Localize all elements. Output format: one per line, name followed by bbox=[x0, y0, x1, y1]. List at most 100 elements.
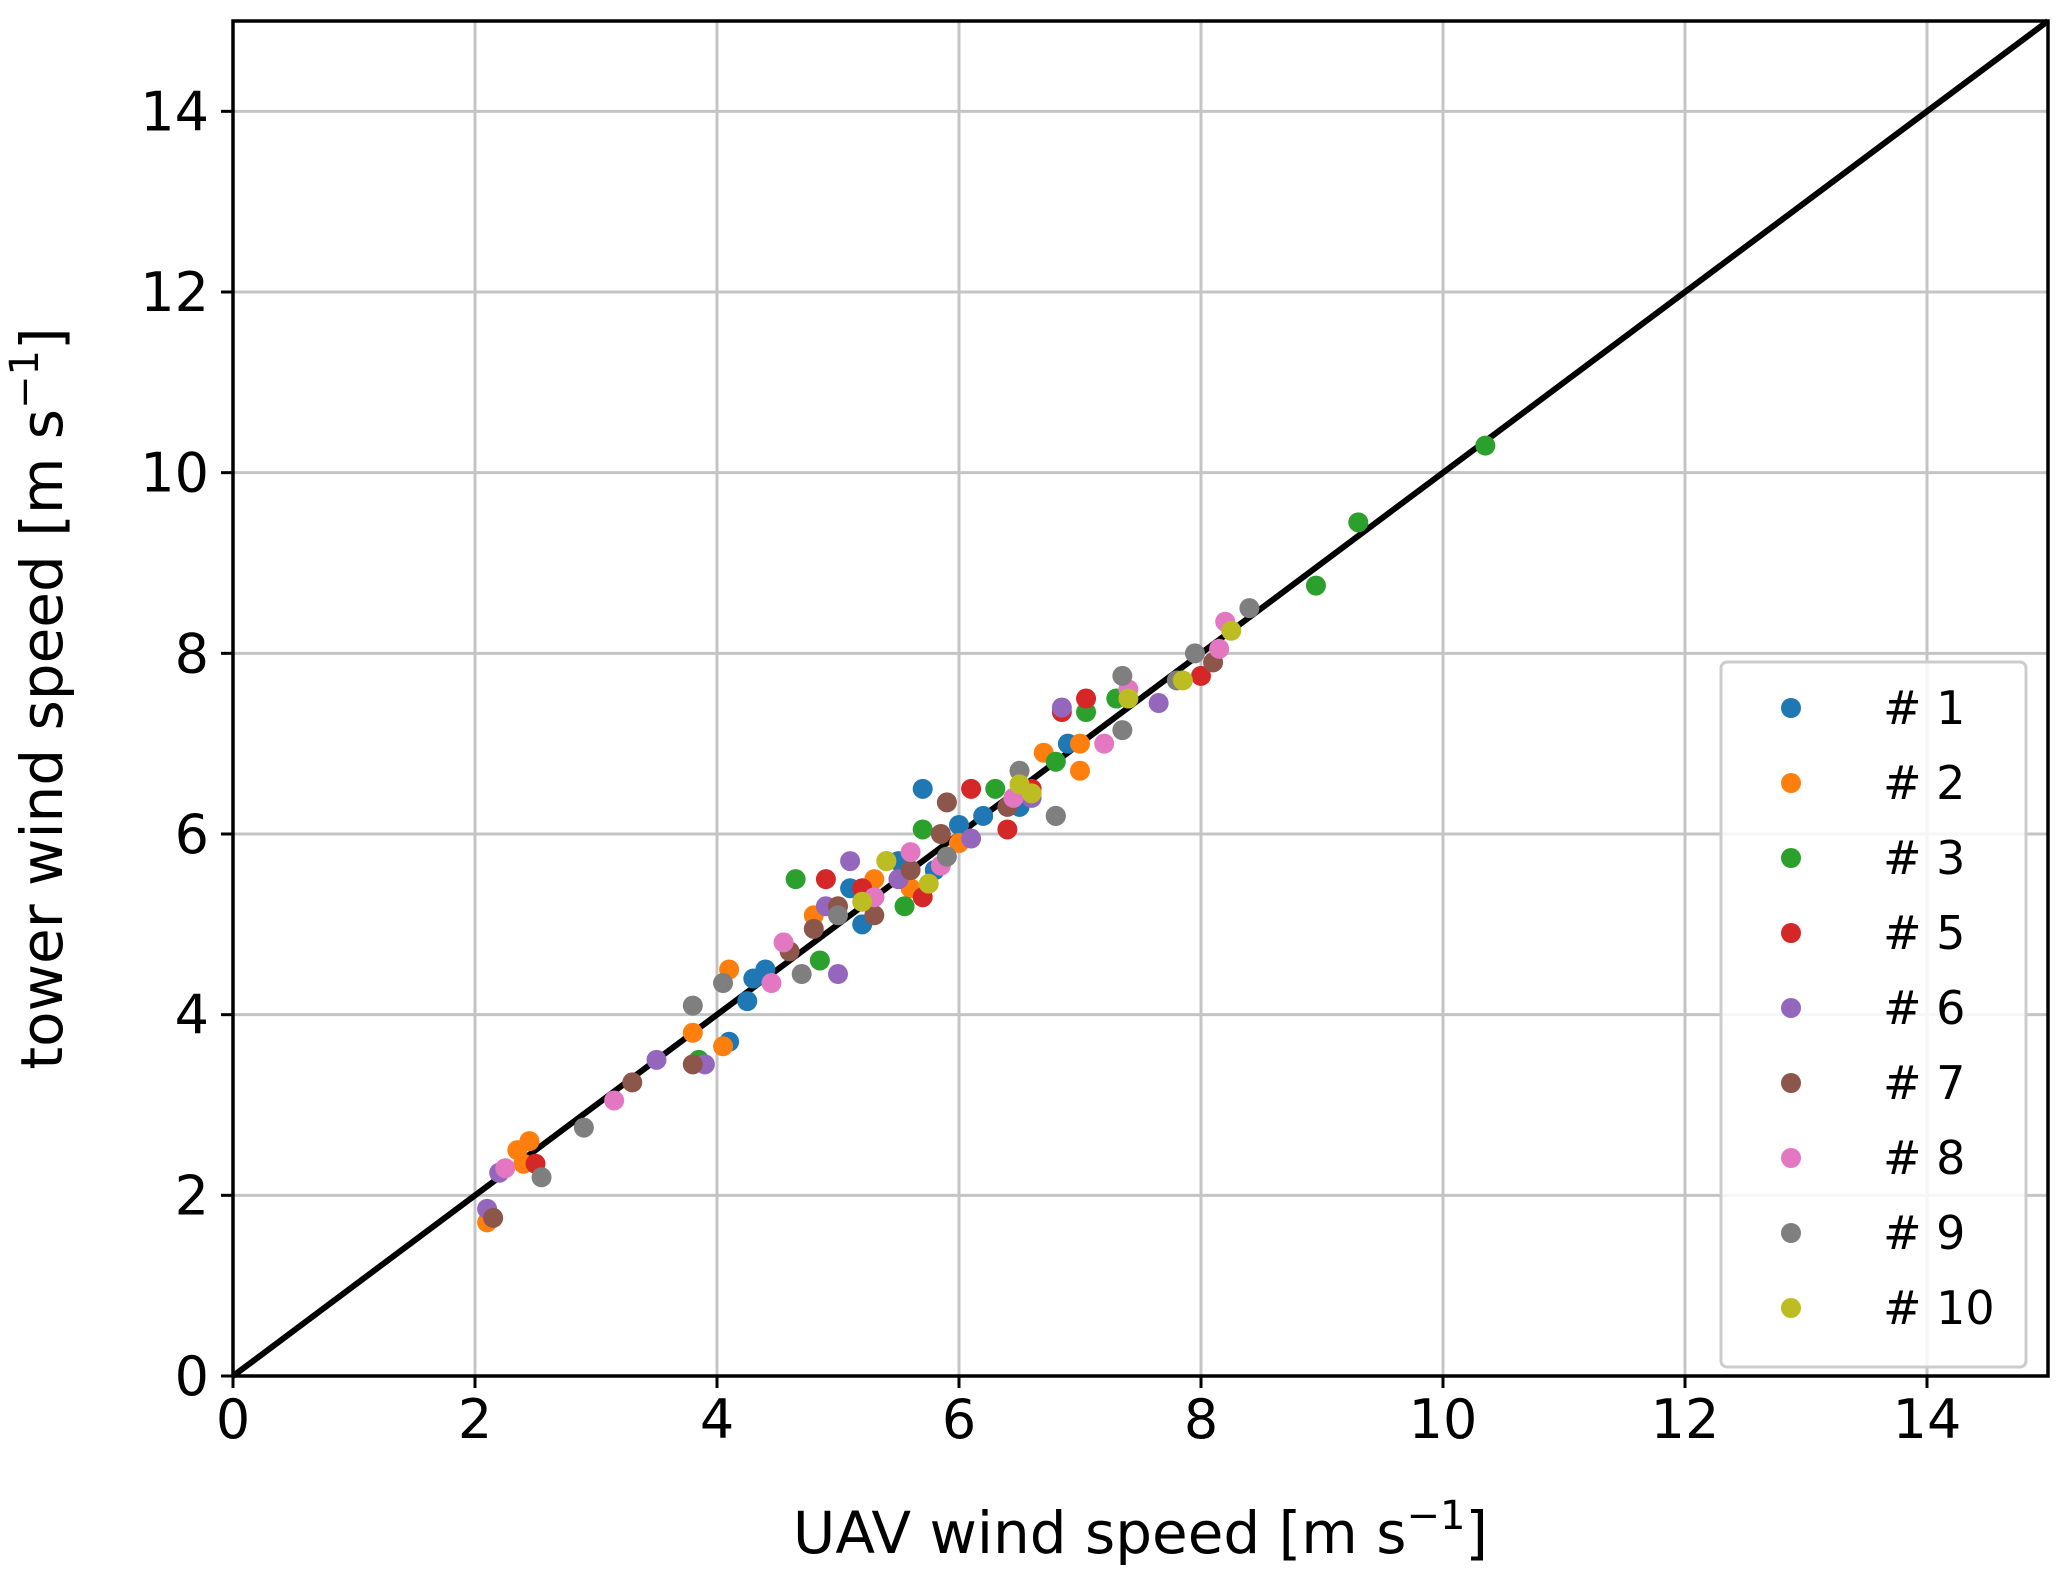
legend-marker bbox=[1781, 998, 1801, 1018]
y-tick-label: 8 bbox=[175, 622, 209, 685]
data-point-series-6 bbox=[622, 1072, 643, 1093]
legend-item: # 9 bbox=[1781, 1206, 1965, 1260]
x-tick-label: 6 bbox=[942, 1388, 976, 1451]
legend: # 1 # 2 # 3 # 5 # 6 # 7 # 8 # 9 # 10 bbox=[1719, 660, 2028, 1369]
data-point-series-1 bbox=[737, 991, 758, 1012]
data-point-series-3 bbox=[1305, 575, 1326, 596]
data-point-series-5 bbox=[1148, 693, 1169, 714]
x-axis-label-exponent: −1 bbox=[1406, 1493, 1465, 1539]
data-point-series-9 bbox=[918, 873, 939, 894]
legend-label: # 9 bbox=[1883, 1206, 1965, 1260]
data-point-series-1 bbox=[912, 778, 933, 799]
data-point-series-4 bbox=[1191, 665, 1211, 686]
y-axis-label-exponent: −1 bbox=[2, 350, 48, 409]
x-tick-label: 4 bbox=[700, 1388, 734, 1451]
data-point-series-7 bbox=[773, 932, 794, 953]
legend-label: # 3 bbox=[1883, 831, 1965, 885]
data-point-series-7 bbox=[604, 1090, 625, 1111]
x-tick-label: 14 bbox=[1893, 1388, 1962, 1451]
data-point-series-2 bbox=[1070, 733, 1090, 754]
legend-box bbox=[1719, 660, 2028, 1369]
data-point-series-4 bbox=[997, 819, 1018, 840]
data-point-series-7 bbox=[761, 973, 782, 994]
legend-marker bbox=[1781, 1073, 1801, 1093]
data-point-series-3 bbox=[1348, 512, 1369, 533]
x-tick-label: 8 bbox=[1184, 1388, 1218, 1451]
data-point-series-2 bbox=[713, 1036, 734, 1057]
data-point-series-5 bbox=[961, 828, 982, 849]
data-point-series-3 bbox=[894, 896, 915, 917]
data-point-series-6 bbox=[930, 824, 951, 844]
data-point-series-3 bbox=[785, 869, 806, 890]
data-point-series-5 bbox=[1051, 697, 1072, 718]
data-point-series-3 bbox=[1475, 435, 1496, 456]
grid-lines bbox=[231, 21, 2048, 1378]
legend-item: # 10 bbox=[1781, 1281, 1995, 1335]
data-point-series-8 bbox=[936, 846, 957, 867]
legend-label: # 5 bbox=[1883, 906, 1965, 960]
plot-frame bbox=[231, 19, 2050, 1378]
data-point-series-9 bbox=[1118, 688, 1139, 709]
legend-label: # 1 bbox=[1883, 681, 1965, 735]
legend-label: # 7 bbox=[1883, 1056, 1965, 1110]
one-to-one-reference-line bbox=[231, 18, 2050, 1379]
y-tick-label: 4 bbox=[175, 984, 209, 1047]
legend-item: # 1 bbox=[1781, 681, 1965, 735]
data-point-series-3 bbox=[809, 950, 830, 971]
legend-label: # 10 bbox=[1883, 1281, 1995, 1335]
x-tick-label: 12 bbox=[1651, 1388, 1720, 1451]
legend-marker bbox=[1781, 1298, 1801, 1318]
legend-marker bbox=[1781, 698, 1801, 718]
data-point-series-8 bbox=[828, 905, 848, 926]
data-point-series-7 bbox=[900, 842, 921, 863]
legend-label: # 6 bbox=[1883, 981, 1965, 1035]
data-point-series-8 bbox=[1112, 720, 1133, 741]
data-point-series-6 bbox=[483, 1207, 504, 1228]
x-axis-label-close: ] bbox=[1465, 1499, 1488, 1567]
data-point-series-8 bbox=[1239, 598, 1260, 619]
data-point-series-3 bbox=[985, 778, 1006, 799]
data-point-series-6 bbox=[682, 1054, 703, 1075]
y-tick-label: 12 bbox=[140, 261, 209, 324]
x-tick-label: 10 bbox=[1409, 1388, 1478, 1451]
legend-item: # 6 bbox=[1781, 981, 1965, 1035]
data-point-series-4 bbox=[815, 869, 836, 890]
y-tick-label: 0 bbox=[175, 1345, 209, 1408]
legend-item: # 2 bbox=[1781, 756, 1965, 810]
data-point-series-8 bbox=[1112, 665, 1133, 686]
legend-label: # 8 bbox=[1883, 1131, 1965, 1185]
data-point-series-2 bbox=[682, 1022, 703, 1043]
legend-item: # 7 bbox=[1781, 1056, 1965, 1110]
legend-label: # 2 bbox=[1883, 756, 1965, 810]
data-point-series-6 bbox=[900, 860, 921, 881]
data-point-series-1 bbox=[973, 805, 994, 826]
data-point-series-5 bbox=[646, 1049, 667, 1070]
y-axis-label: tower wind speed [m s−1] bbox=[2, 327, 76, 1069]
axis-ticks: 0 2 4 6 8 10 12 14 0 2 4 6 8 10 12 14 bbox=[140, 80, 1961, 1451]
legend-item: # 8 bbox=[1781, 1131, 1965, 1185]
data-point-series-9 bbox=[876, 851, 897, 872]
x-tick-label: 2 bbox=[458, 1388, 492, 1451]
data-point-series-9 bbox=[1172, 670, 1193, 691]
legend-marker bbox=[1781, 773, 1801, 793]
y-tick-label: 2 bbox=[175, 1164, 209, 1227]
data-point-series-4 bbox=[961, 778, 982, 799]
data-point-series-7 bbox=[495, 1158, 516, 1179]
legend-marker bbox=[1781, 1148, 1801, 1168]
data-point-series-2 bbox=[519, 1131, 540, 1152]
y-tick-label: 6 bbox=[175, 803, 209, 866]
data-point-series-8 bbox=[682, 995, 703, 1016]
data-point-series-6 bbox=[864, 905, 885, 926]
x-axis-label: UAV wind speed [m s−1] bbox=[793, 1493, 1488, 1567]
data-point-series-8 bbox=[573, 1117, 594, 1138]
legend-item: # 5 bbox=[1781, 906, 1965, 960]
legend-item: # 3 bbox=[1781, 831, 1965, 885]
y-axis-label-text: tower wind speed [m s bbox=[8, 409, 76, 1070]
legend-items: # 1 # 2 # 3 # 5 # 6 # 7 # 8 # 9 # 10 bbox=[1781, 681, 1995, 1335]
data-point-series-3 bbox=[1045, 751, 1066, 772]
y-axis-label-close: ] bbox=[8, 327, 76, 350]
legend-marker bbox=[1781, 1223, 1801, 1243]
data-point-series-8 bbox=[1184, 643, 1205, 664]
data-point-series-6 bbox=[936, 792, 957, 813]
